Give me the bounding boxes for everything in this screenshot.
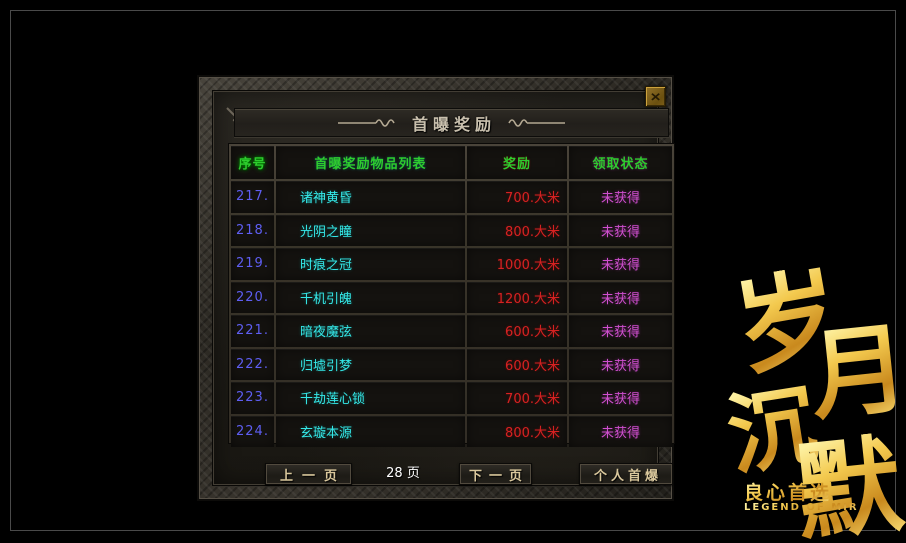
reward-amount: 1200.大米	[467, 281, 567, 313]
column-header-reward: 奖励	[467, 146, 567, 179]
prev-page-button[interactable]: 上一页	[265, 463, 352, 485]
row-index: 218.	[231, 214, 274, 246]
reward-amount: 700.大米	[467, 382, 567, 414]
reward-amount: 700.大米	[467, 181, 567, 213]
item-name: 玄璇本源	[276, 415, 465, 447]
close-icon: ✕	[649, 89, 662, 104]
row-index: 221.	[231, 315, 274, 347]
next-page-button[interactable]: 下一页	[459, 463, 532, 485]
item-name: 诸神黄昏	[276, 181, 465, 213]
row-index: 223.	[231, 382, 274, 414]
reward-amount: 1000.大米	[467, 248, 567, 280]
claim-status: 未获得	[569, 315, 672, 347]
claim-status: 未获得	[569, 348, 672, 380]
claim-status: 未获得	[569, 415, 672, 447]
dialog-panel: 首曝奖励 序号 首曝奖励物品列表 奖励 领取状态 217. 诸神黄昏 700.大…	[212, 90, 675, 486]
column-header-index: 序号	[231, 146, 274, 179]
reward-amount: 800.大米	[467, 415, 567, 447]
claim-status: 未获得	[569, 181, 672, 213]
claim-status: 未获得	[569, 214, 672, 246]
row-index: 224.	[231, 415, 274, 447]
personal-first-drop-button[interactable]: 个人首爆	[579, 463, 673, 485]
item-name: 光阴之瞳	[276, 214, 465, 246]
item-name: 时痕之冠	[276, 248, 465, 280]
item-name: 千机引魄	[276, 281, 465, 313]
first-drop-reward-dialog: 首曝奖励 序号 首曝奖励物品列表 奖励 领取状态 217. 诸神黄昏 700.大…	[197, 75, 675, 501]
dialog-title-bar: 首曝奖励	[234, 108, 669, 137]
logo-char-2: 月	[804, 310, 906, 435]
dialog-title: 首曝奖励	[411, 114, 496, 134]
column-header-status: 领取状态	[569, 146, 672, 179]
logo-tagline: 良心首选	[744, 478, 832, 505]
row-index: 220.	[231, 281, 274, 313]
reward-amount: 800.大米	[467, 214, 567, 246]
reward-amount: 600.大米	[467, 348, 567, 380]
logo-subtitle: LEGEND OF MIR	[744, 502, 859, 513]
row-index: 217.	[231, 181, 274, 213]
claim-status: 未获得	[569, 248, 672, 280]
column-header-item: 首曝奖励物品列表	[276, 146, 465, 179]
title-flourish-right-icon	[508, 118, 565, 127]
item-name: 千劫莲心锁	[276, 382, 465, 414]
title-flourish-left-icon	[337, 118, 395, 127]
reward-amount: 600.大米	[467, 315, 567, 347]
row-index: 222.	[231, 348, 274, 380]
item-name: 归墟引梦	[276, 348, 465, 380]
claim-status: 未获得	[569, 281, 672, 313]
reward-table: 序号 首曝奖励物品列表 奖励 领取状态 217. 诸神黄昏 700.大米 未获得…	[228, 143, 675, 447]
row-index: 219.	[231, 248, 274, 280]
item-name: 暗夜魔弦	[276, 315, 465, 347]
page-indicator: 28 页	[386, 466, 420, 481]
close-button[interactable]: ✕	[645, 86, 666, 107]
claim-status: 未获得	[569, 382, 672, 414]
